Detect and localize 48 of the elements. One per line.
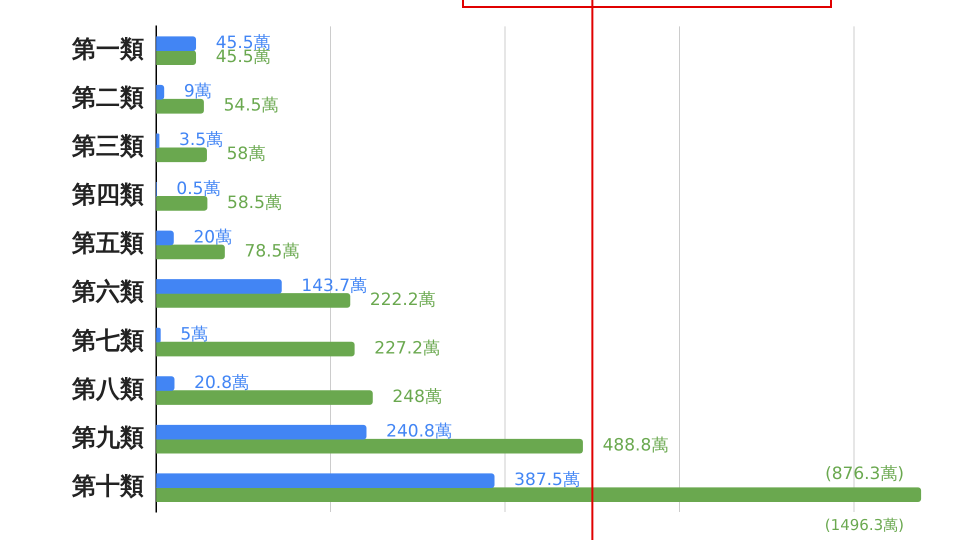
data-label: 240.8萬 xyxy=(386,422,452,442)
data-label: 143.7萬 xyxy=(301,276,368,296)
bar xyxy=(156,133,160,148)
data-label: 58.5萬 xyxy=(227,192,282,213)
data-label: 58萬 xyxy=(226,144,266,164)
y-tick-label: 第七類 xyxy=(71,326,144,354)
data-label: 222.2萬 xyxy=(370,290,436,310)
bar xyxy=(156,230,174,246)
data-label: 78.5萬 xyxy=(244,241,300,262)
y-tick-label: 第五類 xyxy=(71,229,144,258)
y-tick-label: 第三類 xyxy=(71,132,144,160)
bar xyxy=(156,376,174,391)
bar xyxy=(156,98,204,114)
data-label: 5萬 xyxy=(180,324,208,344)
y-tick-label: 第二類 xyxy=(71,83,144,112)
data-label: 248萬 xyxy=(392,387,442,408)
data-label: 3.5萬 xyxy=(179,130,224,150)
data-label: 9萬 xyxy=(184,82,212,102)
bar xyxy=(156,487,922,502)
y-tick-label: 第六類 xyxy=(71,278,144,306)
bar xyxy=(156,84,164,100)
bar xyxy=(156,244,225,260)
bar xyxy=(156,438,583,454)
data-label: (876.3萬) xyxy=(825,464,904,484)
bar xyxy=(156,473,495,488)
y-tick-label: 第一類 xyxy=(71,34,144,63)
data-label: 488.8萬 xyxy=(602,436,668,456)
text: (1496.3萬) xyxy=(824,516,904,534)
y-tick-label: 第十類 xyxy=(71,472,144,500)
bar xyxy=(156,50,196,66)
data-label: 20.8萬 xyxy=(194,373,250,394)
bar xyxy=(156,196,208,211)
bar xyxy=(156,342,355,356)
data-label: 227.2萬 xyxy=(374,338,440,358)
bar xyxy=(156,424,366,440)
y-tick-label: 第四類 xyxy=(71,180,144,209)
data-label: 54.5萬 xyxy=(224,96,278,116)
bar xyxy=(156,390,373,405)
bar xyxy=(156,293,350,308)
data-label: 0.5萬 xyxy=(176,178,220,199)
y-tick-label: 第九類 xyxy=(71,423,144,452)
data-label: 20萬 xyxy=(193,227,232,248)
bar xyxy=(156,36,196,52)
data-label: 387.5萬 xyxy=(514,470,580,490)
bar xyxy=(156,279,282,294)
bar xyxy=(156,328,161,342)
y-tick-label: 第八類 xyxy=(71,374,144,403)
bar xyxy=(156,147,207,162)
